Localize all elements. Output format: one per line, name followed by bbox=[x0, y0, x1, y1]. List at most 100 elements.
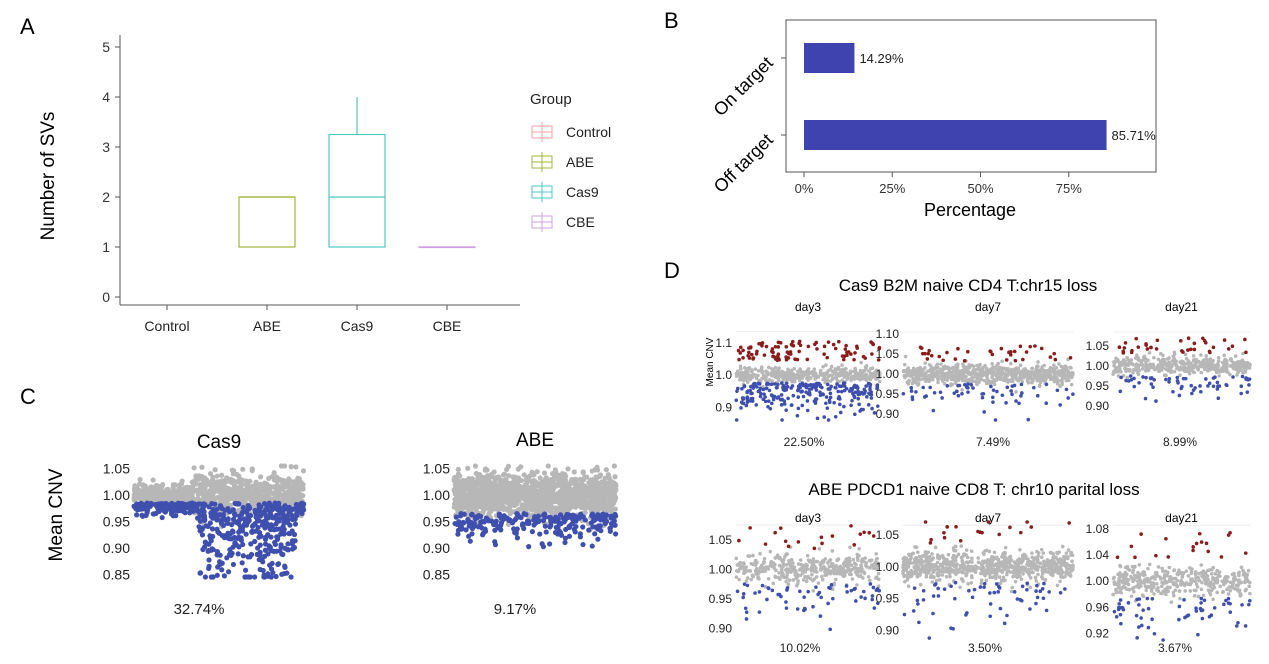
point-loss bbox=[991, 400, 995, 404]
point-neutral bbox=[773, 365, 778, 370]
point-loss bbox=[960, 391, 964, 396]
point-loss bbox=[800, 403, 805, 408]
point-loss bbox=[857, 392, 862, 397]
point-gain bbox=[788, 350, 793, 354]
point-neutral bbox=[197, 475, 203, 481]
point-loss bbox=[1020, 391, 1024, 395]
point-neutral bbox=[750, 368, 754, 372]
point-gain bbox=[777, 357, 781, 362]
point-loss bbox=[865, 395, 869, 399]
point-loss bbox=[547, 541, 553, 547]
point-loss bbox=[832, 400, 836, 405]
scatter-y-tick-label: 1.00 bbox=[1086, 359, 1110, 373]
point-loss bbox=[766, 404, 770, 409]
point-loss bbox=[263, 512, 269, 519]
point-neutral bbox=[582, 483, 588, 490]
point-loss bbox=[822, 415, 827, 419]
point-neutral bbox=[1129, 358, 1134, 362]
point-neutral bbox=[739, 367, 743, 371]
point-neutral bbox=[219, 472, 225, 478]
point-neutral bbox=[1180, 366, 1185, 370]
point-neutral bbox=[501, 491, 507, 498]
point-loss bbox=[1014, 399, 1018, 403]
point-neutral bbox=[150, 477, 156, 483]
point-loss bbox=[219, 560, 225, 566]
point-neutral bbox=[579, 478, 585, 484]
point-gain bbox=[741, 348, 745, 353]
point-loss bbox=[269, 506, 276, 513]
point-neutral bbox=[472, 463, 479, 469]
point-neutral bbox=[249, 468, 255, 474]
point-neutral bbox=[165, 496, 171, 502]
panel-c-ylabel: Mean CNV bbox=[46, 468, 67, 561]
point-neutral bbox=[274, 490, 280, 496]
point-neutral bbox=[1204, 353, 1209, 358]
point-loss bbox=[201, 514, 207, 521]
point-neutral bbox=[510, 480, 517, 486]
panel-a-x-tick-label: Control bbox=[144, 318, 189, 334]
point-loss bbox=[262, 574, 268, 580]
point-loss bbox=[867, 391, 871, 396]
point-neutral bbox=[611, 491, 617, 497]
point-loss bbox=[807, 387, 812, 392]
point-loss bbox=[836, 389, 841, 394]
point-loss bbox=[268, 527, 274, 533]
panel-b-barchart: Percentage 0% 25% 50% 75%14.29%On target85.… bbox=[710, 19, 1157, 220]
point-neutral bbox=[1186, 360, 1191, 365]
point-loss bbox=[971, 386, 975, 390]
point-neutral bbox=[958, 373, 963, 378]
point-loss bbox=[259, 522, 265, 528]
panel-d-scatter: Cas9 B2M naive CD4 T:chr15 loss ABE PDCD… bbox=[705, 276, 1252, 655]
point-loss bbox=[537, 531, 543, 537]
point-neutral bbox=[1234, 361, 1239, 366]
point-loss bbox=[745, 389, 749, 394]
point-gain bbox=[771, 350, 775, 355]
point-neutral bbox=[859, 360, 864, 365]
point-neutral bbox=[948, 371, 952, 375]
point-neutral bbox=[256, 492, 262, 498]
point-neutral bbox=[903, 369, 907, 374]
panel-c-scatter: Mean CNV 1.051.000.950.900.85Cas932.74%1… bbox=[46, 430, 619, 618]
point-loss bbox=[237, 517, 243, 523]
point-loss bbox=[790, 384, 795, 388]
point-loss bbox=[161, 508, 167, 514]
point-neutral bbox=[849, 369, 853, 374]
point-loss bbox=[764, 382, 769, 387]
point-neutral bbox=[1069, 382, 1074, 387]
point-loss bbox=[850, 398, 854, 403]
point-loss bbox=[199, 532, 206, 538]
point-neutral bbox=[215, 483, 222, 489]
point-neutral bbox=[283, 479, 290, 486]
point-neutral bbox=[232, 484, 239, 490]
point-loss bbox=[1224, 382, 1228, 387]
point-loss bbox=[839, 389, 844, 394]
point-neutral bbox=[612, 474, 618, 480]
point-loss bbox=[197, 570, 203, 576]
point-neutral bbox=[255, 498, 261, 504]
scatter-loss-percent: 32.74% bbox=[174, 601, 225, 618]
point-neutral bbox=[139, 491, 146, 497]
point-neutral bbox=[1048, 373, 1053, 378]
point-loss bbox=[595, 536, 601, 542]
point-loss bbox=[1066, 396, 1070, 400]
point-loss bbox=[144, 504, 150, 511]
point-neutral bbox=[1064, 376, 1069, 380]
point-loss bbox=[282, 564, 288, 571]
panel-a-y-tick-label: 2 bbox=[102, 189, 110, 205]
point-neutral bbox=[1014, 370, 1018, 375]
point-loss bbox=[245, 574, 252, 580]
point-neutral bbox=[221, 494, 227, 500]
point-neutral bbox=[1131, 367, 1136, 372]
point-loss bbox=[240, 553, 246, 559]
point-neutral bbox=[183, 493, 189, 500]
point-loss bbox=[1240, 374, 1245, 379]
point-neutral bbox=[1125, 375, 1130, 380]
point-neutral bbox=[868, 377, 873, 382]
point-neutral bbox=[545, 463, 551, 469]
point-loss bbox=[222, 507, 228, 513]
point-neutral bbox=[1231, 363, 1236, 368]
point-neutral bbox=[961, 378, 966, 382]
point-gain bbox=[841, 357, 846, 362]
point-loss bbox=[262, 518, 269, 524]
